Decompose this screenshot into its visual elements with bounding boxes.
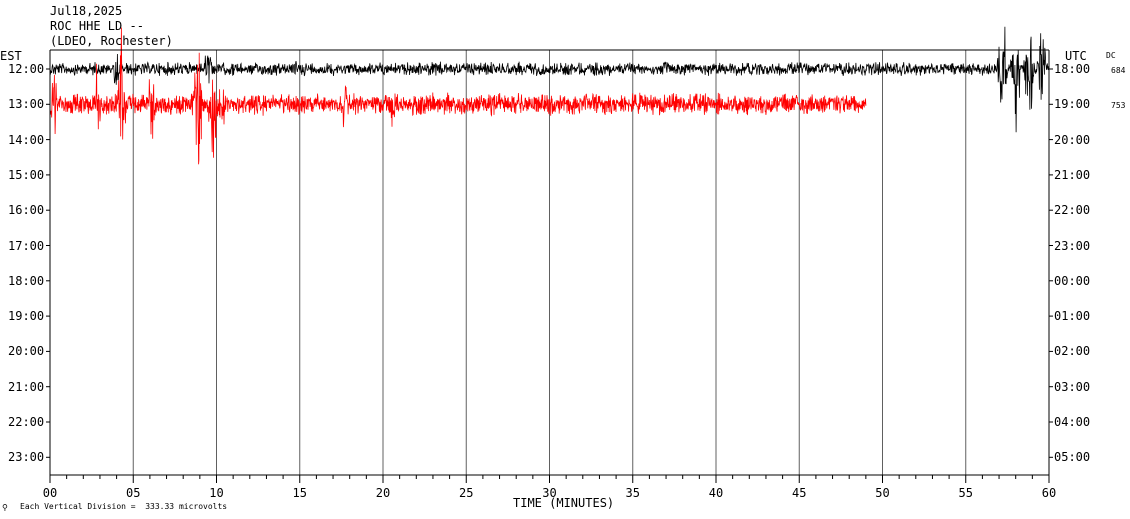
right-hour-label: 04:00 [1054,415,1091,429]
x-tick-label: 10 [209,486,224,500]
x-tick-label: 20 [375,486,391,500]
left-hour-label: 14:00 [8,132,45,147]
x-tick-label: 40 [708,486,724,500]
plot-frame [46,49,1053,483]
left-hour-label: 15:00 [8,167,45,182]
footer-mark: ⚲ [2,503,8,512]
x-tick-label: 05 [126,486,141,500]
x-tick-label: 35 [625,486,640,500]
left-hour-label: 16:00 [8,203,45,218]
left-hour-label: 18:00 [8,273,45,288]
x-tick-label: 45 [792,486,807,500]
x-tick-label: 25 [459,486,474,500]
x-tick-label: 15 [292,486,307,500]
right-hour-label: 02:00 [1054,344,1091,359]
right-hour-label: 18:00 [1054,62,1091,76]
left-hour-label: 13:00 [8,97,45,112]
left-hour-label: 20:00 [8,344,45,359]
right-hour-label: 03:00 [1054,379,1091,394]
x-tick-label: 55 [958,486,973,500]
x-tick-label: 50 [875,486,890,500]
right-hour-label: 19:00 [1054,97,1091,112]
left-hour-label: 17:00 [8,238,45,253]
right-hour-label: 00:00 [1054,273,1091,288]
trace-row-1 [49,27,867,165]
left-hour-label: 12:00 [8,62,45,76]
x-tick-label: 60 [1041,486,1057,500]
x-axis-label: TIME (MINUTES) [513,496,615,510]
right-hour-label: 23:00 [1054,238,1091,253]
station-code: ROC HHE LD -- [50,19,144,33]
x-tick-label: 30 [542,486,557,500]
scale-note: Each Vertical Division = 333.33 microvol… [20,502,228,511]
right-hour-label: 01:00 [1054,309,1091,324]
left-hour-label: 19:00 [8,309,45,324]
right-hour-label: 22:00 [1054,203,1091,218]
dc-label: DC [1106,51,1116,60]
seismic-traces [49,26,1050,165]
record-date: Jul18,2025 [50,4,123,18]
right-hour-label: 05:00 [1054,450,1091,465]
left-hour-label: 22:00 [8,415,45,429]
right-hour-label: 21:00 [1054,167,1091,182]
right-timezone: UTC [1065,49,1087,63]
x-tick-label: 00 [42,486,58,500]
left-hour-label: 21:00 [8,379,45,394]
left-hour-label: 23:00 [8,450,45,465]
right-hour-label: 20:00 [1054,132,1091,147]
left-timezone: EST [0,49,22,63]
dc-value-row-1: 684 [1111,66,1126,75]
trace-row-0 [49,26,1050,133]
dc-value-row-2: 753 [1111,101,1126,110]
gridlines [132,50,967,475]
network-name: (LDEO, Rochester) [50,34,173,48]
